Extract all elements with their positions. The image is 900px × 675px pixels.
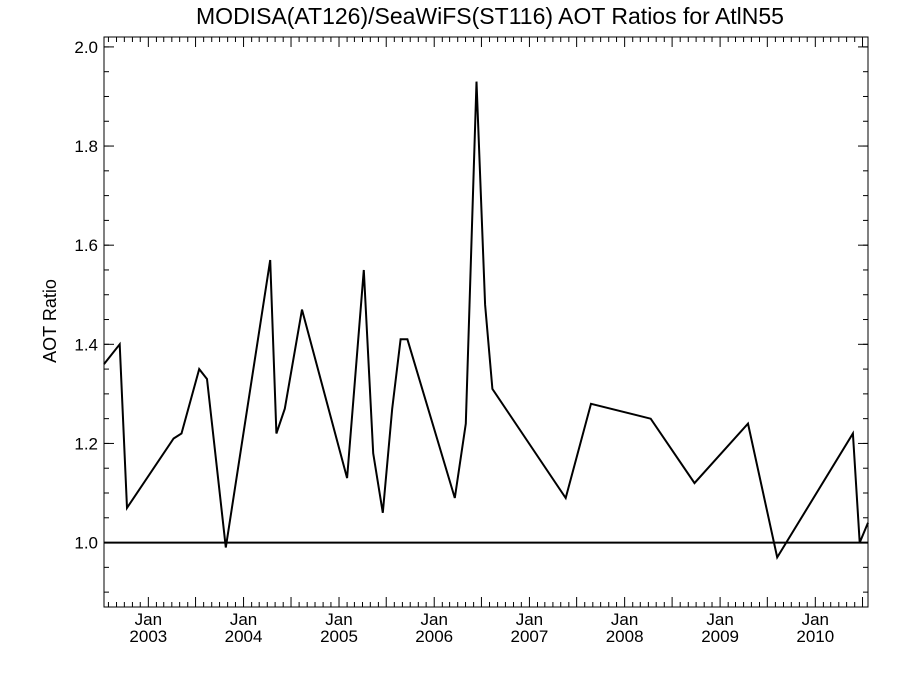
x-tick-label-month: Jan	[611, 610, 638, 629]
x-tick-label-year: 2008	[606, 627, 644, 646]
x-tick-label-year: 2006	[415, 627, 453, 646]
series-line	[103, 81, 869, 561]
x-tick-label-year: 2004	[225, 627, 263, 646]
plot-area: 1.01.21.41.61.82.0Jan2003Jan2004Jan2005J…	[74, 36, 869, 646]
x-tick-label-month: Jan	[421, 610, 448, 629]
y-tick-label: 1.4	[74, 335, 98, 354]
x-tick-label-year: 2009	[701, 627, 739, 646]
x-tick-label-month: Jan	[706, 610, 733, 629]
x-tick-label-year: 2007	[511, 627, 549, 646]
x-tick-label-year: 2005	[320, 627, 358, 646]
x-tick-label-month: Jan	[325, 610, 352, 629]
y-axis-label: AOT Ratio	[40, 279, 60, 363]
chart-title: MODISA(AT126)/SeaWiFS(ST116) AOT Ratios …	[196, 3, 784, 29]
x-tick-label-month: Jan	[516, 610, 543, 629]
y-tick-label: 2.0	[74, 38, 98, 57]
y-tick-label: 1.6	[74, 236, 98, 255]
plot-frame	[103, 36, 869, 608]
x-tick-label-year: 2010	[796, 627, 834, 646]
y-tick-label: 1.8	[74, 137, 98, 156]
x-tick-label-month: Jan	[230, 610, 257, 629]
x-tick-label-year: 2003	[129, 627, 167, 646]
y-tick-label: 1.0	[74, 534, 98, 553]
x-tick-label-month: Jan	[802, 610, 829, 629]
y-tick-label: 1.2	[74, 434, 98, 453]
x-tick-label-month: Jan	[135, 610, 162, 629]
